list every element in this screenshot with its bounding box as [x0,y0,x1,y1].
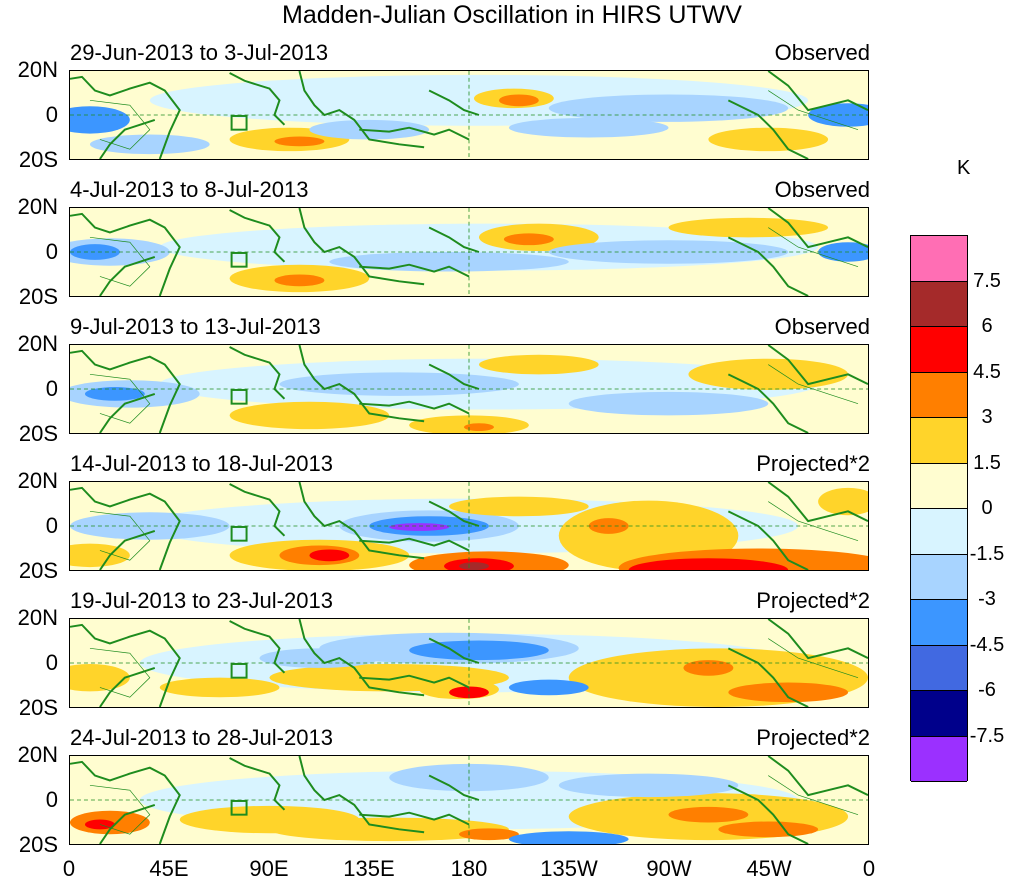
colorbar-box [911,372,967,418]
lat-label-20s: 20S [18,284,58,309]
panel-kind-label: Projected*2 [756,725,870,750]
panel-kind-label: Projected*2 [756,588,870,613]
colorbar-tick-label: -4.5 [969,633,1005,656]
lat-label-20s: 20S [18,558,58,583]
colorbar-tick-label: -1.5 [969,542,1005,565]
anomaly-field [70,482,868,570]
lon-label-0: 0 [62,856,76,881]
lat-label-20n: 20N [17,605,58,630]
lat-label-0: 0 [45,650,58,675]
anomaly-field [70,756,868,844]
anomaly-map [69,755,869,845]
figure-title: Madden-Julian Oscillation in HIRS UTWV [282,1,742,29]
lon-label-135e: 135E [343,856,395,881]
lat-label-20n: 20N [17,331,58,356]
panel-5: 19-Jul-2013 to 23-Jul-2013 Projected*2 20N… [0,588,900,726]
panel-kind-label: Observed [774,177,870,202]
anomaly-map [69,618,869,708]
colorbar-tick-label: 1.5 [973,451,1001,474]
panel-kind-label: Projected*2 [756,451,870,476]
panel-date-range: 14-Jul-2013 to 18-Jul-2013 [70,451,333,476]
lat-label-0: 0 [45,513,58,538]
panel-date-range: 29-Jun-2013 to 3-Jul-2013 [70,40,329,65]
colorbar-tick-label: 0 [981,497,993,519]
panel-4: 14-Jul-2013 to 18-Jul-2013 Projected*2 20N… [0,451,900,589]
colorbar-box [911,736,967,782]
anomaly-map [69,207,869,297]
lon-label-45e: 45E [149,856,189,881]
panel-kind-label: Observed [774,40,870,65]
panel-2: 4-Jul-2013 to 8-Jul-2013 Observed 20N 0 20S [0,177,900,315]
colorbar-box [911,509,967,555]
colorbar-unit: K [957,157,971,179]
colorbar-tick-label: -6 [978,679,996,701]
anomaly-field [70,71,868,159]
lat-label-0: 0 [45,239,58,264]
colorbar-tick-label: 3 [981,406,993,428]
lon-label-135w: 135W [540,856,598,881]
lat-label-20n: 20N [17,742,58,767]
anomaly-map [69,481,869,571]
colorbar-box [911,645,967,691]
colorbar-tick-label: -7.5 [969,724,1005,747]
lon-label-90e: 90E [249,856,289,881]
colorbar [910,235,968,782]
lon-label-45w: 45W [746,856,792,881]
lat-label-0: 0 [45,787,58,812]
colorbar-box [911,418,967,464]
colorbar-box [911,463,967,509]
colorbar-tick-label: 7.5 [973,269,1001,292]
lat-label-20s: 20S [18,832,58,857]
anomaly-field [70,208,868,296]
panel-date-range: 4-Jul-2013 to 8-Jul-2013 [70,177,309,202]
lat-label-20s: 20S [18,147,58,172]
colorbar-tick-label: 6 [981,315,993,337]
lon-label-0-end: 0 [862,856,876,881]
lat-label-0: 0 [45,376,58,401]
lat-label-20s: 20S [18,421,58,446]
panel-6: 24-Jul-2013 to 28-Jul-2013 Projected*2 20N… [0,725,900,863]
colorbar-box [911,327,967,373]
anomaly-map [69,70,869,160]
colorbar-box [911,554,967,600]
anomaly-map [69,344,869,434]
lat-label-20n: 20N [17,468,58,493]
colorbar-box [911,236,967,282]
anomaly-field [70,619,868,707]
lat-label-20n: 20N [17,194,58,219]
colorbar-box [911,281,967,327]
colorbar-tick-label: 4.5 [973,360,1001,383]
lon-label-90w: 90W [646,856,692,881]
panel-1: 29-Jun-2013 to 3-Jul-2013 Observed 20N 0 20S [0,40,900,178]
panel-kind-label: Observed [774,314,870,339]
colorbar-box [911,600,967,646]
anomaly-field [70,345,868,433]
lon-label-180: 180 [450,856,488,881]
lat-label-0: 0 [45,102,58,127]
panel-date-range: 9-Jul-2013 to 13-Jul-2013 [70,314,321,339]
panel-date-range: 19-Jul-2013 to 23-Jul-2013 [70,588,333,613]
panel-3: 9-Jul-2013 to 13-Jul-2013 Observed 20N 0 20S [0,314,900,452]
panel-date-range: 24-Jul-2013 to 28-Jul-2013 [70,725,333,750]
colorbar-box [911,691,967,737]
lat-label-20n: 20N [17,57,58,82]
colorbar-tick-label: -3 [978,588,996,610]
lat-label-20s: 20S [18,695,58,720]
